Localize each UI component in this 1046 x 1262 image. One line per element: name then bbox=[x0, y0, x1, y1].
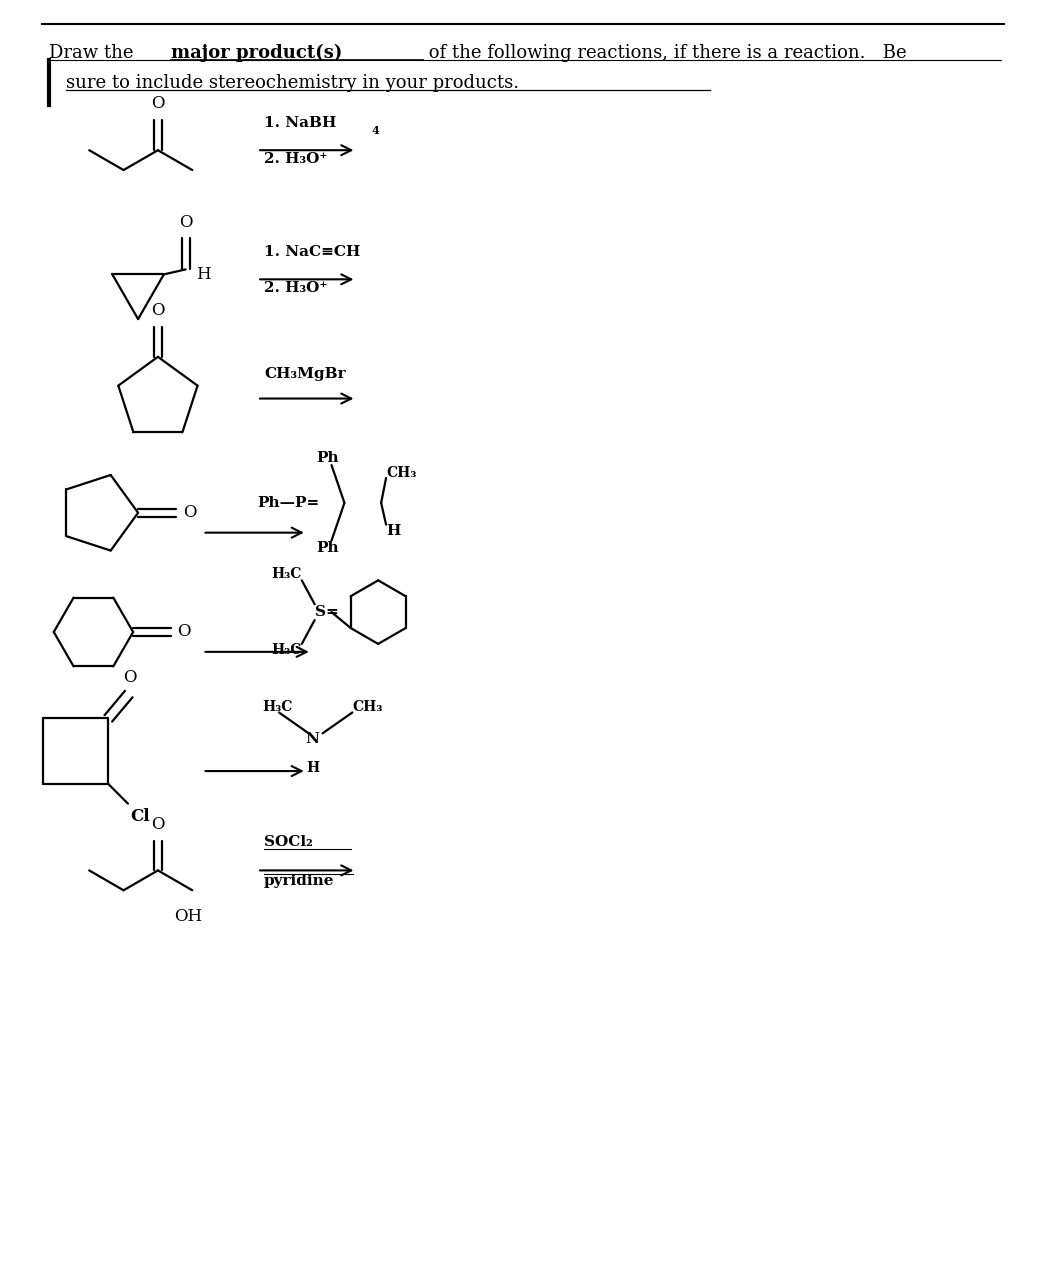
Text: 4: 4 bbox=[371, 125, 379, 136]
Text: OH: OH bbox=[175, 909, 202, 925]
Text: CH₃: CH₃ bbox=[386, 466, 416, 480]
Text: O: O bbox=[123, 669, 136, 687]
Text: pyridine: pyridine bbox=[264, 875, 335, 888]
Text: H: H bbox=[306, 761, 319, 775]
Text: O: O bbox=[183, 505, 197, 521]
Text: H₃C: H₃C bbox=[271, 568, 301, 582]
Text: Ph—P=: Ph—P= bbox=[257, 496, 319, 510]
Text: O: O bbox=[152, 302, 164, 319]
Text: H: H bbox=[196, 266, 210, 283]
Text: N: N bbox=[305, 732, 320, 746]
Text: SOCl₂: SOCl₂ bbox=[264, 834, 313, 848]
Text: H₃C: H₃C bbox=[271, 642, 301, 658]
Text: Ph: Ph bbox=[317, 451, 339, 466]
Text: 1. NaBH: 1. NaBH bbox=[264, 116, 337, 130]
Text: Draw the: Draw the bbox=[49, 44, 139, 62]
Text: CH₃: CH₃ bbox=[353, 700, 383, 714]
Text: 1. NaC≡CH: 1. NaC≡CH bbox=[264, 246, 361, 260]
Text: CH₃MgBr: CH₃MgBr bbox=[264, 367, 345, 381]
Text: 2. H₃O⁺: 2. H₃O⁺ bbox=[264, 153, 327, 167]
Text: sure to include stereochemistry in your products.: sure to include stereochemistry in your … bbox=[66, 73, 519, 92]
Text: O: O bbox=[179, 213, 192, 231]
Text: O: O bbox=[177, 623, 190, 641]
Text: Cl: Cl bbox=[130, 808, 150, 824]
Text: H₃C: H₃C bbox=[263, 700, 293, 714]
Text: H: H bbox=[386, 524, 401, 538]
Text: S=: S= bbox=[315, 604, 339, 620]
Text: major product(s): major product(s) bbox=[170, 44, 342, 62]
Text: of the following reactions, if there is a reaction.   Be: of the following reactions, if there is … bbox=[423, 44, 907, 62]
Text: 2. H₃O⁺: 2. H₃O⁺ bbox=[264, 281, 327, 295]
Text: Ph: Ph bbox=[317, 540, 339, 554]
Text: O: O bbox=[152, 96, 164, 112]
Text: O: O bbox=[152, 815, 164, 833]
